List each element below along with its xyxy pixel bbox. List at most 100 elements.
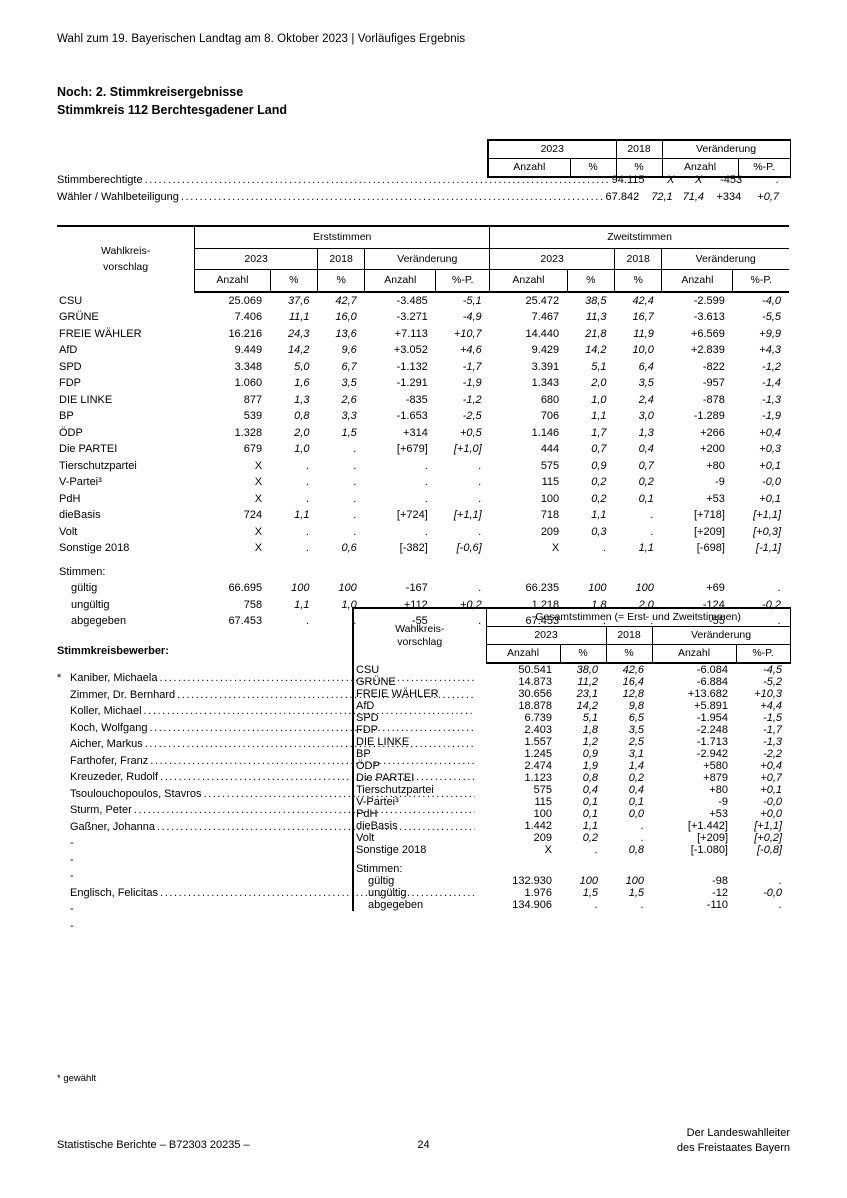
erst-chg-ppt: +10,7 xyxy=(453,327,482,340)
section-title-line1: Noch: 2. Stimmkreisergebnisse xyxy=(57,85,244,99)
erst-anzahl: 66.695 xyxy=(228,582,263,594)
cand-pct: 0,2 xyxy=(582,832,598,844)
cand-anzahl: 1.976 xyxy=(524,887,552,899)
erst-chg-ppt: . xyxy=(478,476,482,488)
zweit-chg-anzahl: -878 xyxy=(702,393,725,406)
candidate-name: Sturm, Peter xyxy=(70,804,132,816)
cand-party-label: PdH xyxy=(352,808,486,820)
zweit-pct-2018: 0,2 xyxy=(638,476,654,488)
erst-pct: 2,0 xyxy=(294,426,310,439)
footnote: * gewählt xyxy=(57,1073,97,1084)
cand-anzahl: 100 xyxy=(533,808,552,820)
zweit-pct-2018: 2,4 xyxy=(638,393,654,406)
erst-anzahl: 1.328 xyxy=(234,426,263,439)
candidate-name: Zimmer, Dr. Bernhard xyxy=(70,688,176,701)
zweit-anzahl: 115 xyxy=(541,476,560,488)
cand-pct-2018: 42,6 xyxy=(622,664,644,676)
candidate-results-table: Wahlkreis- vorschlag Gesamtstimmen (= Er… xyxy=(352,607,791,911)
zweit-pct-2018: 42,4 xyxy=(632,294,654,307)
cand-row: PdH 100 0,1 0,0 +53 +0,0 xyxy=(352,808,790,820)
summary-anzahl-2023: 67.842 xyxy=(605,191,640,203)
cand-head-gesamtstimmen: Gesamtstimmen (= Erst- und Zweitstimmen) xyxy=(486,607,791,627)
cand-pct: 100 xyxy=(579,875,598,887)
zweit-head-chg-anzahl: Anzahl xyxy=(661,269,734,293)
row-label: ÖDP xyxy=(59,426,83,439)
party-row: SPD 3.348 5,0 6,7 -1.132 -1,7 3.391 5,1 6,4 -822 -… xyxy=(57,359,789,376)
cand-pct-2018: 0,0 xyxy=(628,808,644,820)
leader-dots: ........................................… xyxy=(149,721,475,734)
cand-party-label: Sonstige 2018 xyxy=(352,844,486,856)
cand-row: DIE LINKE 1.557 1,2 2,5 -1.713 -1,3 xyxy=(352,736,790,748)
section-title-line2: Stimmkreis 112 Berchtesgadener Land xyxy=(57,103,287,117)
cand-pct-2018: 3,1 xyxy=(628,748,644,760)
cand-head-stub-line1: Wahlkreis- xyxy=(395,623,445,635)
cand-chg-anzahl: -6.084 xyxy=(696,664,728,676)
erst-pct-2018: 6,7 xyxy=(341,360,357,373)
party-row: PdH X.... 100 0,2 0,1 +53 +0,1 xyxy=(57,491,789,508)
erst-chg-anzahl: -3.485 xyxy=(396,294,428,307)
cand-anzahl: 134.906 xyxy=(512,899,552,911)
zweit-pct-2018: 1,3 xyxy=(638,426,654,439)
zweit-chg-ppt: -5,5 xyxy=(762,311,781,323)
party-row: FREIE WÄHLER 16.216 24,3 13,6 +7.113 +10,7 14.… xyxy=(57,326,789,343)
zweit-pct: 21,8 xyxy=(585,327,607,340)
cand-chg-ppt: +4,4 xyxy=(760,700,783,712)
party-row: FDP 1.060 1,6 3,5 -1.291 -1,9 1.343 2,0 3,5 -957 -… xyxy=(57,375,789,392)
cand-head-row-2: 2023 2018 Veränderung xyxy=(353,626,791,645)
cand-anzahl: 6.739 xyxy=(524,712,552,724)
cand-pct: 1,5 xyxy=(582,887,598,899)
party-row: ÖDP 1.328 2,0 1,5 +314 +0,5 1.146 1,7 1,3 +266 +0,… xyxy=(57,425,789,442)
row-label: FREIE WÄHLER xyxy=(59,327,142,340)
cand-chg-anzahl: [+1.442] xyxy=(687,820,728,832)
votes-group-label-row: Stimmen: xyxy=(57,557,789,581)
zweit-anzahl: 444 xyxy=(540,443,560,455)
spacer-cell xyxy=(560,856,606,875)
erst-anzahl: 877 xyxy=(243,393,263,406)
candidate-name: Koch, Wolfgang xyxy=(70,721,148,734)
zweit-chg-ppt: +0,1 xyxy=(759,459,781,472)
leader-dots: ........................................… xyxy=(133,804,475,816)
erst-chg-ppt: . xyxy=(478,582,482,594)
cand-anzahl: 1.557 xyxy=(524,736,552,748)
erst-chg-ppt: -2,5 xyxy=(462,410,482,422)
leader-dots: ........................................… xyxy=(157,820,475,833)
cand-pct: . xyxy=(594,844,598,856)
candidate-name-row: - xyxy=(57,854,477,871)
erst-chg-anzahl: +314 xyxy=(403,426,428,439)
candidate-name: Gaßner, Johanna xyxy=(70,820,156,833)
party-row: Sonstige 2018 X. 0,6 [-382] [-0,6] X. 1,1 [-698… xyxy=(57,540,789,557)
erst-pct: 14,2 xyxy=(288,344,310,356)
erst-chg-anzahl: . xyxy=(424,525,428,538)
zweit-pct: 0,2 xyxy=(591,492,607,505)
zweit-chg-ppt: -1,4 xyxy=(762,377,781,389)
erst-chg-anzahl: -167 xyxy=(405,582,428,594)
summary-head-anzahl-2: Anzahl xyxy=(662,158,739,178)
cand-chg-ppt: -4,5 xyxy=(763,664,783,676)
erst-pct-2018: . xyxy=(353,525,357,538)
spacer-cell xyxy=(652,856,736,875)
zweit-chg-anzahl: [-698] xyxy=(696,542,725,554)
zweit-chg-anzahl: -1.289 xyxy=(693,410,725,422)
footer-authority-line1: Der Landeswahlleiter xyxy=(686,1127,790,1139)
cand-row: ÖDP 2.474 1,9 1,4 +580 +0,4 xyxy=(352,760,790,772)
votes-row: gültig 66.695 100 100 -167. 66.235 100 100 +69. xyxy=(57,580,789,597)
cand-pct: 1,9 xyxy=(582,760,598,772)
cand-pct: 0,4 xyxy=(582,784,598,796)
cand-chg-anzahl: +5.891 xyxy=(694,700,728,712)
cand-chg-anzahl: -6.884 xyxy=(696,676,728,688)
erst-pct-2018: 3,3 xyxy=(341,410,357,422)
cand-party-label: gültig xyxy=(352,875,486,887)
cand-pct: 5,1 xyxy=(582,712,598,724)
cand-chg-ppt: [-0,8] xyxy=(756,844,783,856)
main-head-stub-line2: vorschlag xyxy=(103,261,149,274)
cand-chg-anzahl: +580 xyxy=(703,760,728,772)
cand-table-head: Wahlkreis- vorschlag Gesamtstimmen (= Er… xyxy=(352,607,791,664)
cand-party-label: V-Partei³ xyxy=(352,796,486,808)
zweit-pct: 1,7 xyxy=(591,426,607,439)
cand-votes-row: gültig 132.930 100 100 -98. xyxy=(352,875,790,887)
cand-head-2018: 2018 xyxy=(606,626,653,645)
erst-pct: . xyxy=(306,476,310,488)
main-head-row-2: 2023 2018 Veränderung 2023 2018 Veränder… xyxy=(57,248,789,270)
cand-party-label: Tierschutzpartei xyxy=(352,784,486,796)
cand-pct: 14,2 xyxy=(576,700,598,712)
